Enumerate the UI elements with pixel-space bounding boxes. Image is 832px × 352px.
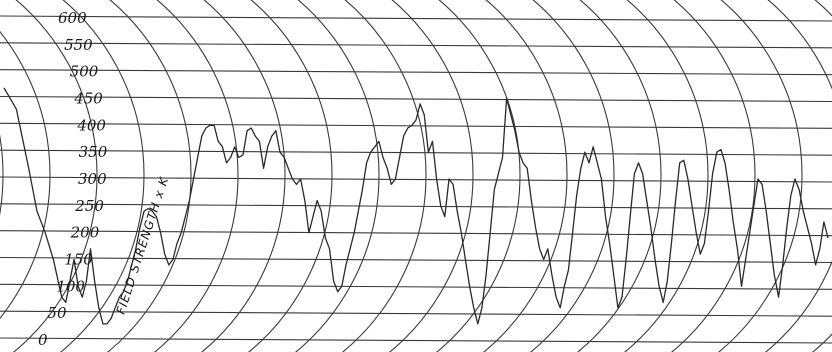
gridline-500 [0,69,832,76]
arc-gridline-10 [389,0,474,352]
series-layer [3,87,829,325]
field-strength-trace [3,87,829,325]
arc-gridline-1 [0,31,51,319]
y-tick-labels: 0 50 100 150 200 250 300 350 400 450 500 550 600 [38,9,108,349]
arc-gridline-2 [13,0,98,352]
arc-gridline-15 [624,0,709,352]
gridline-250 [0,203,832,210]
arc-gridline-11 [436,0,521,352]
gridline-600 [0,15,832,22]
arc-gridline-3 [60,0,145,352]
arc-gridline-16 [671,0,756,352]
y-tick-600: 600 [58,9,87,27]
y-tick-150: 150 [64,251,93,269]
arc-gridline-0 [0,135,4,215]
arc-gridline-5 [154,0,239,352]
y-tick-200: 200 [70,224,100,242]
y-tick-500: 500 [70,63,99,81]
arc-gridline-8 [295,0,380,352]
horizontal-gridlines [0,15,832,344]
arc-gridline-9 [342,0,427,352]
arc-gridline-12 [483,0,568,352]
gridline-400 [0,122,832,129]
arc-gridline-7 [248,0,333,352]
arc-gridline-18 [765,0,832,352]
arc-gridline-4 [107,0,192,352]
gridline-200 [0,230,832,237]
y-tick-350: 350 [79,143,108,161]
y-tick-0: 0 [38,331,48,349]
y-tick-450: 450 [73,90,103,108]
y-tick-50: 50 [47,304,67,322]
arc-gridline-6 [201,0,286,352]
gridline-300 [0,176,832,183]
arc-gridline-17 [718,0,803,352]
y-tick-100: 100 [56,277,85,295]
y-tick-300: 300 [78,170,107,188]
gridline-150 [0,256,832,264]
gridline-350 [0,149,832,156]
gridline-100 [0,283,832,290]
arc-gridline-19 [812,0,832,352]
y-tick-550: 550 [64,36,93,54]
gridline-450 [0,95,832,103]
gridline-0 [0,337,832,344]
arc-gridline-13 [530,0,615,352]
y-tick-400: 400 [76,116,106,134]
arc-gridline-14 [577,0,662,352]
gridline-50 [0,310,832,317]
gridline-550 [0,42,832,49]
y-tick-250: 250 [74,197,104,215]
